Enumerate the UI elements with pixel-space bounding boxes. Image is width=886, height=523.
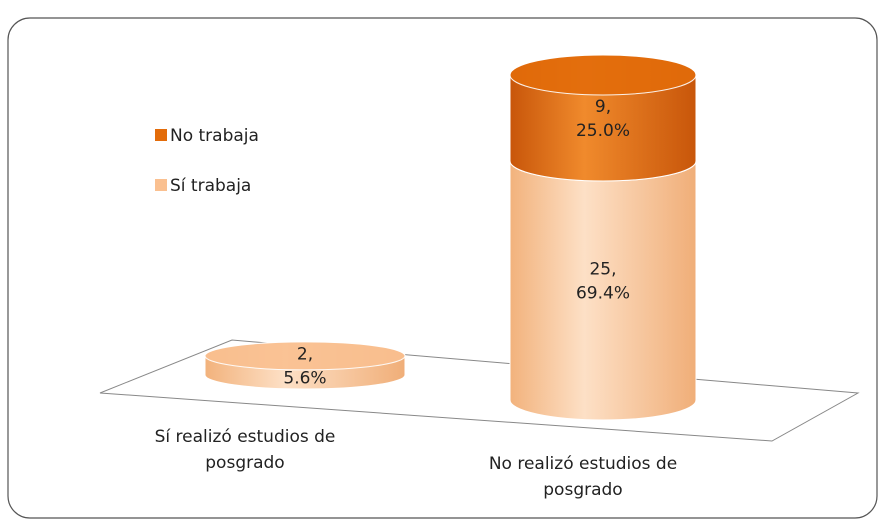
data-label: 25, 69.4% <box>576 260 630 304</box>
x-tick-label: Sí realizó estudios de posgrado <box>155 427 336 473</box>
x-tick-label: No realizó estudios de posgrado <box>489 454 677 500</box>
cylinder-cap <box>204 341 406 371</box>
legend-swatch <box>155 179 167 191</box>
frame <box>7 17 878 519</box>
legend-label: No trabaja <box>170 126 259 146</box>
data-label: 9, 25.0% <box>576 97 630 141</box>
cylinder-cap <box>509 54 697 96</box>
legend-label: Sí trabaja <box>170 176 251 196</box>
data-label: 2, 5.6% <box>283 344 326 388</box>
cylinder-segment <box>509 140 697 421</box>
legend-swatch <box>155 129 167 141</box>
